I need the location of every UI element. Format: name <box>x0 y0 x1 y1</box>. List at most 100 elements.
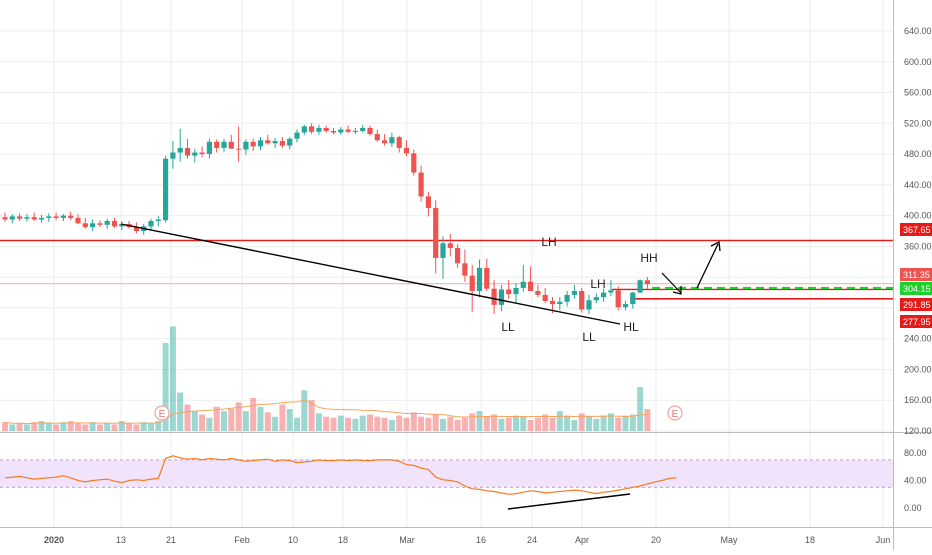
candle-body <box>9 216 15 220</box>
volume-bar <box>16 423 23 431</box>
time-tick-label: 18 <box>805 535 815 545</box>
candle-body <box>46 216 52 218</box>
volume-bar <box>461 417 468 431</box>
volume-bar <box>264 412 271 431</box>
candle-body <box>97 223 103 225</box>
volume-bar <box>286 409 293 431</box>
candle-body <box>506 289 512 295</box>
volume-bar <box>177 392 184 431</box>
volume-bar <box>498 418 505 431</box>
candle-body <box>17 216 23 219</box>
volume-bar <box>629 414 636 431</box>
price-tick-label: 200.00 <box>904 364 932 374</box>
candle-body <box>111 221 118 227</box>
breakout-arrow-head <box>710 241 721 252</box>
volume-bar <box>126 423 133 431</box>
level-label-311: 311.35 <box>900 268 932 281</box>
volume-bar <box>23 424 30 431</box>
price-tick-label: 160.00 <box>904 395 932 405</box>
price-tick-label: 640.00 <box>904 26 932 36</box>
candle-body <box>644 280 650 285</box>
candle-body <box>60 215 66 218</box>
descending-trendline <box>120 223 621 325</box>
breakout-arrow-line <box>696 243 719 289</box>
annotation-hh: HH <box>640 251 657 265</box>
pattern-annotations: LH LL LL HL LH HH <box>501 235 657 344</box>
candle-body <box>374 134 380 141</box>
candle-body <box>119 224 125 227</box>
candle-body <box>601 292 607 298</box>
candle-body <box>82 223 88 228</box>
candlesticks <box>2 123 650 315</box>
rsi-tick-label: 40.00 <box>904 476 927 486</box>
annotation-hl: HL <box>623 320 639 334</box>
candle-body <box>586 300 592 310</box>
candle-body <box>637 280 643 293</box>
level-label-277-text: 277.95 <box>903 317 931 327</box>
volume-bar <box>9 424 16 431</box>
volume-bar <box>381 417 388 431</box>
volume-bar <box>549 417 556 431</box>
time-tick-label: Mar <box>399 535 415 545</box>
candle-body <box>462 263 468 276</box>
volume-bar <box>169 326 176 431</box>
volume-bar <box>162 343 169 431</box>
volume-bar <box>301 390 308 431</box>
candle-body <box>53 216 59 218</box>
pullback-arrow-line <box>661 272 682 294</box>
candle-body <box>367 127 373 135</box>
candle-body <box>214 141 220 148</box>
candle-body <box>250 141 256 147</box>
earnings-markers[interactable]: E E <box>154 405 683 421</box>
candle-body <box>192 152 198 156</box>
volume-bar <box>315 413 322 431</box>
volume-bar <box>82 424 89 431</box>
volume-bar <box>622 415 629 431</box>
candle-body <box>287 138 293 146</box>
volume-bar <box>308 400 315 431</box>
volume-bar <box>75 423 81 431</box>
volume-bar <box>534 417 541 431</box>
volume-bar <box>637 387 644 431</box>
volume-bar <box>45 423 52 431</box>
volume-bar <box>67 421 74 431</box>
candle-body <box>345 129 351 132</box>
annotation-ll-1: LL <box>501 320 515 334</box>
volume-bar <box>111 424 118 431</box>
volume-ma-line <box>4 399 648 425</box>
volume-bar <box>89 422 96 431</box>
price-tick-label: 360.00 <box>904 241 932 251</box>
candle-body <box>133 227 139 231</box>
earnings-marker-1[interactable]: E <box>154 405 170 421</box>
volume-bar <box>242 411 249 431</box>
candle-body <box>148 221 154 227</box>
time-tick-label: May <box>720 535 738 545</box>
volume-bar <box>578 413 585 431</box>
candle-body <box>294 132 300 139</box>
time-tick-label: 10 <box>288 535 298 545</box>
volume-bar <box>352 418 359 431</box>
candle-body <box>228 141 234 149</box>
earnings-marker-2[interactable]: E <box>667 405 683 421</box>
rsi-tick-label: 0.00 <box>904 503 922 513</box>
earnings-marker-2-label: E <box>672 409 679 420</box>
volume-bar <box>425 417 432 431</box>
volume-bar <box>520 416 527 431</box>
candle-body <box>163 158 169 221</box>
volume-bar <box>644 409 651 431</box>
level-label-291-text: 291.85 <box>903 300 931 310</box>
candle-body <box>630 292 636 305</box>
grid-lines <box>0 0 893 527</box>
volume-bar <box>184 404 191 431</box>
volume-bar <box>191 411 198 431</box>
volume-bar <box>155 421 162 431</box>
volume-bar <box>542 414 549 431</box>
candle-body <box>104 221 110 225</box>
annotation-lh-1: LH <box>541 235 556 249</box>
candle-body <box>513 287 519 295</box>
candle-body <box>571 291 577 295</box>
price-tick-label: 120.00 <box>904 426 932 436</box>
candle-body <box>484 267 490 289</box>
